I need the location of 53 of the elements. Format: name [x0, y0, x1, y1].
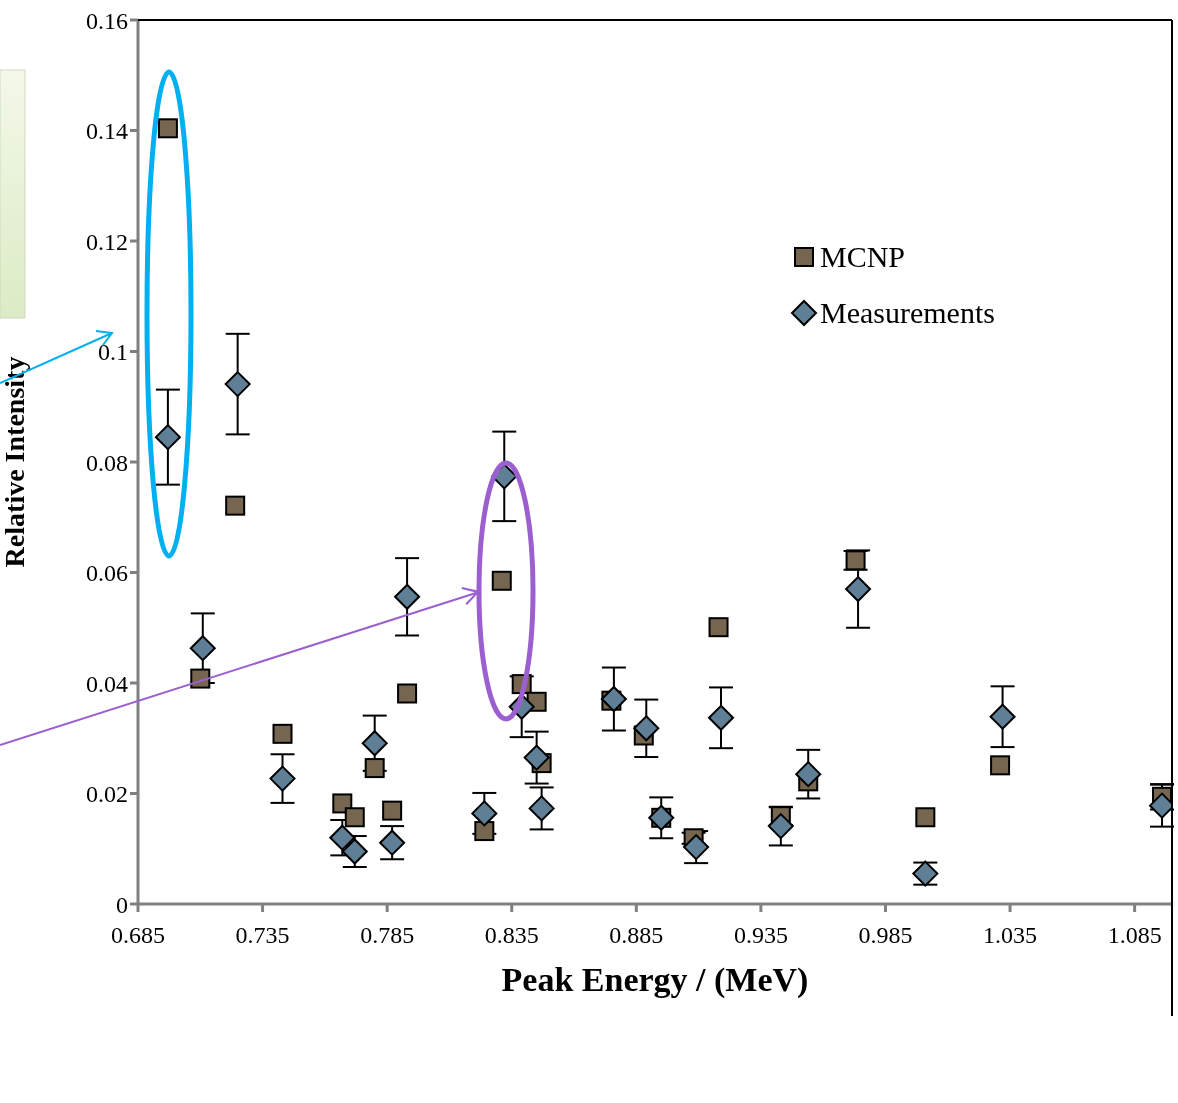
point — [224, 371, 251, 398]
y-tick-label: 0.08 — [86, 449, 128, 476]
x-tick-label: 0.935 — [733, 922, 788, 949]
x-tick-label: 0.885 — [609, 922, 664, 949]
y-axis-title: Relative Intensity — [0, 356, 30, 568]
x-tick-label: 0.685 — [111, 922, 165, 949]
y-tick-label: 0.14 — [86, 118, 128, 145]
x-axis-title: Peak Energy / (MeV) — [501, 961, 809, 999]
x-tick-label: 1.035 — [983, 922, 1038, 949]
y-tick-label: 0.02 — [86, 781, 128, 808]
point — [491, 570, 512, 591]
point — [845, 576, 872, 603]
x-tick-label: 1.085 — [1107, 922, 1162, 949]
point — [157, 118, 178, 139]
point — [225, 495, 246, 516]
point — [471, 800, 498, 827]
y-tick-label: 0.06 — [86, 560, 128, 587]
point — [767, 813, 794, 840]
legend-label: Measurements — [820, 296, 995, 330]
y-tick-label: 0.12 — [86, 228, 128, 255]
x-tick-label: 0.785 — [360, 922, 415, 949]
y-tick-label: 0 — [116, 891, 128, 918]
y-tick-label: 0.16 — [86, 7, 128, 34]
point — [600, 686, 627, 713]
x-tick-label: 0.985 — [858, 922, 913, 949]
point — [269, 765, 296, 792]
point — [990, 755, 1011, 776]
point — [394, 583, 421, 610]
point — [397, 683, 418, 704]
point — [795, 761, 822, 788]
point — [329, 824, 356, 851]
point — [708, 617, 729, 638]
point — [474, 821, 495, 842]
point — [633, 715, 660, 742]
point — [332, 793, 353, 814]
point — [344, 807, 365, 828]
point — [708, 704, 735, 731]
point — [189, 635, 216, 662]
point — [272, 723, 293, 744]
point — [364, 758, 385, 779]
point — [154, 424, 181, 451]
point — [361, 730, 388, 757]
point — [382, 800, 403, 821]
y-tick-label: 0.1 — [98, 339, 128, 366]
point — [528, 795, 555, 822]
x-tick-label: 0.735 — [235, 922, 290, 949]
point — [915, 807, 936, 828]
point — [379, 829, 406, 856]
y-tick-label: 0.04 — [86, 670, 128, 697]
legend-label: MCNP — [820, 240, 906, 274]
point — [989, 703, 1016, 730]
point — [523, 744, 550, 771]
x-tick-label: 0.835 — [484, 922, 539, 949]
